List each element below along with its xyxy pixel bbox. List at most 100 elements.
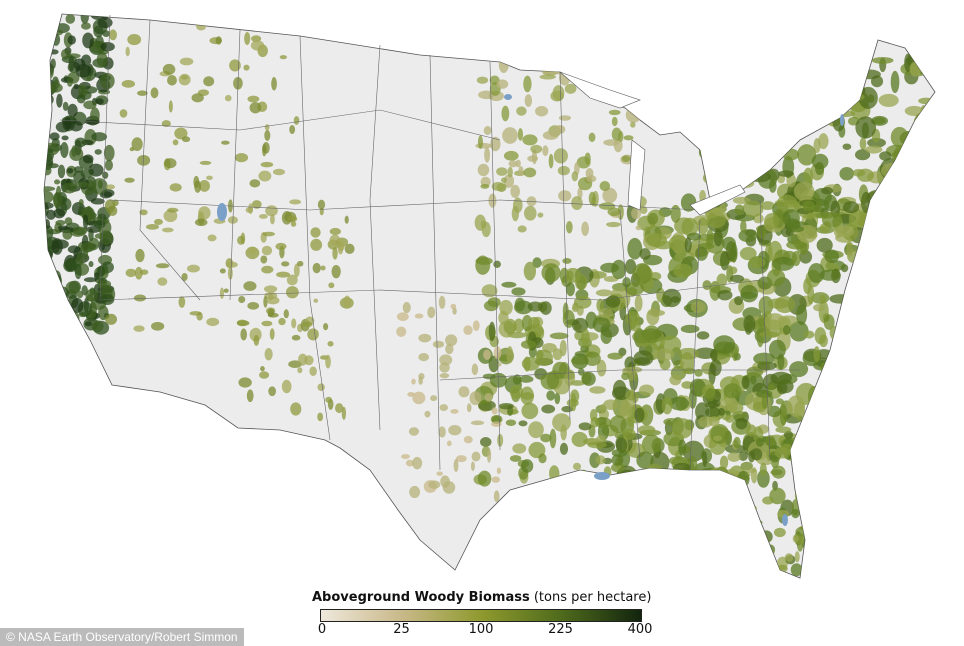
biomass-patch (418, 376, 423, 385)
biomass-patch (750, 467, 758, 484)
biomass-patch (721, 104, 729, 121)
biomass-patch (598, 307, 614, 319)
biomass-patch (501, 105, 510, 122)
biomass-patch (493, 260, 501, 269)
biomass-patch (65, 14, 76, 24)
biomass-patch (521, 356, 540, 371)
biomass-patch (715, 82, 738, 89)
biomass-patch (734, 204, 745, 216)
biomass-patch (739, 136, 751, 143)
biomass-patch (91, 132, 108, 142)
biomass-patch (511, 205, 520, 222)
biomass-patch (835, 225, 855, 238)
biomass-patch (196, 22, 207, 31)
biomass-patch (766, 137, 788, 150)
biomass-patch (603, 74, 620, 90)
biomass-patch (791, 509, 800, 519)
biomass-patch (762, 131, 773, 153)
biomass-patch (896, 190, 908, 203)
biomass-patch (542, 145, 549, 157)
biomass-patch (511, 287, 526, 296)
biomass-patch (476, 76, 489, 84)
biomass-patch (856, 168, 874, 182)
biomass-patch (91, 178, 108, 195)
biomass-patch (617, 474, 636, 484)
biomass-patch (624, 60, 632, 72)
biomass-patch (227, 266, 233, 280)
biomass-patch (546, 390, 556, 401)
biomass-patch (253, 334, 260, 346)
biomass-patch (845, 286, 860, 300)
biomass-patch (607, 352, 624, 360)
biomass-patch (513, 318, 524, 333)
legend-tick: 25 (393, 622, 410, 637)
biomass-patch (44, 321, 50, 335)
biomass-patch (858, 86, 878, 109)
biomass-patch (542, 130, 559, 140)
biomass-patch (223, 288, 229, 293)
biomass-patch (708, 468, 717, 484)
biomass-patch (713, 491, 719, 506)
biomass-patch (848, 453, 865, 468)
biomass-patch (638, 384, 655, 396)
biomass-patch (800, 120, 808, 129)
biomass-patch (107, 205, 118, 217)
biomass-patch (251, 35, 262, 43)
biomass-patch (914, 240, 931, 263)
biomass-patch (281, 379, 292, 394)
biomass-patch (297, 367, 303, 374)
biomass-patch (879, 151, 892, 161)
biomass-patch (488, 321, 496, 342)
biomass-patch (60, 48, 71, 60)
biomass-patch (716, 273, 728, 287)
biomass-patch (806, 212, 815, 220)
biomass-patch (571, 196, 583, 211)
biomass-patch (167, 207, 179, 213)
biomass-patch (291, 334, 301, 341)
biomass-patch (832, 69, 854, 80)
biomass-patch (564, 267, 581, 283)
biomass-patch (842, 333, 854, 349)
biomass-patch (776, 194, 798, 214)
biomass-patch (731, 157, 742, 180)
biomass-patch (229, 59, 241, 72)
biomass-patch (76, 290, 84, 299)
biomass-patch (73, 323, 80, 333)
biomass-patch (564, 369, 576, 386)
biomass-patch (841, 429, 855, 439)
biomass-patch (490, 136, 501, 152)
biomass-patch (613, 69, 625, 80)
biomass-patch (630, 207, 642, 220)
biomass-patch (782, 98, 789, 107)
biomass-patch (471, 451, 481, 462)
biomass-patch (320, 265, 326, 271)
biomass-patch (723, 383, 742, 399)
biomass-patch (729, 274, 745, 283)
biomass-patch (91, 320, 104, 333)
biomass-patch (740, 219, 747, 233)
biomass-patch (74, 137, 87, 148)
biomass-patch (757, 85, 780, 100)
biomass-patch (535, 349, 553, 366)
biomass-patch (820, 74, 839, 88)
biomass-patch (45, 30, 57, 37)
biomass-patch (853, 408, 867, 429)
biomass-patch (711, 513, 726, 529)
biomass-patch (88, 163, 104, 177)
biomass-patch (53, 29, 64, 36)
biomass-patch (834, 410, 844, 420)
biomass-patch (75, 181, 89, 188)
biomass-patch (738, 509, 751, 526)
biomass-patch (599, 181, 611, 192)
biomass-patch (710, 348, 718, 362)
biomass-patch (621, 372, 630, 381)
biomass-patch (463, 325, 473, 336)
biomass-patch (540, 433, 552, 443)
biomass-patch (124, 177, 135, 183)
biomass-patch (518, 420, 528, 427)
biomass-patch (440, 475, 450, 488)
biomass-patch (577, 187, 583, 200)
biomass-patch (748, 526, 765, 534)
biomass-patch (263, 285, 278, 293)
biomass-patch (782, 209, 800, 228)
